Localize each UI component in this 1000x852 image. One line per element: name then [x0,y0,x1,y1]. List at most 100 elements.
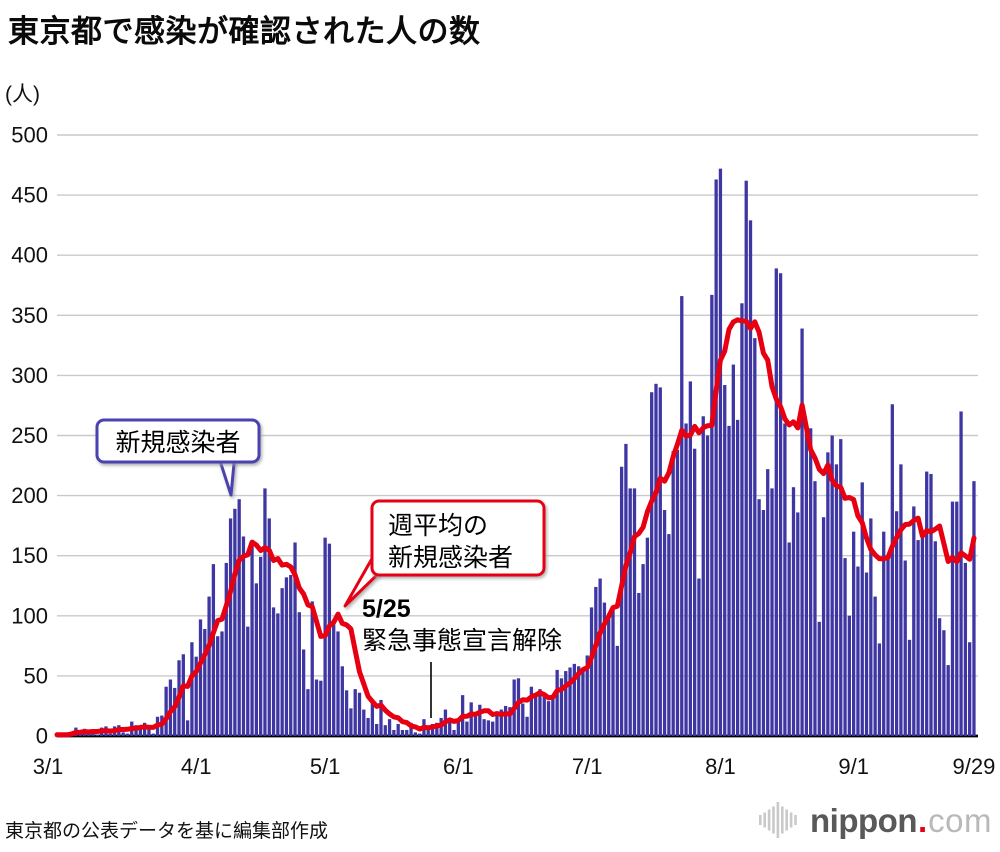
bar [362,709,366,736]
bar [482,719,486,736]
bar [478,704,482,736]
bar [332,624,336,736]
bar [289,574,293,736]
bar [826,452,830,736]
bar [671,451,675,736]
bar [555,669,559,736]
y-tick-label: 250 [11,423,48,448]
bar [508,707,512,736]
bar [216,636,220,736]
logo-text-bold: nippon [810,801,917,839]
bar [804,425,809,736]
bar [753,338,757,736]
bar [907,639,912,736]
bar [383,725,387,736]
bar [946,665,950,736]
bar [589,607,594,736]
y-tick-label: 200 [11,483,48,508]
bar [409,722,413,736]
bar [968,642,972,736]
weekly-bubble-label-line2: 新規感染者 [388,544,513,572]
bar [744,180,748,736]
bar [688,381,693,736]
bar [920,530,925,736]
bar [847,615,851,736]
bar [306,689,310,736]
bar [276,613,280,736]
bar [336,631,340,736]
bar [495,714,499,736]
bar [190,642,194,736]
bar [877,643,882,736]
bar [693,448,697,736]
bar [297,612,301,736]
bar [224,562,228,736]
bar [650,392,654,736]
bar [121,732,125,736]
bar [778,273,783,736]
page-title: 東京都で感染が確認された人の数 [8,14,481,49]
bar [843,558,847,736]
bar [529,686,534,736]
bar [418,733,422,736]
bar [246,626,250,736]
bar [718,168,723,736]
bar [645,537,650,736]
bar [710,294,714,736]
bar [366,717,370,736]
bar [723,385,727,736]
bar [392,729,396,736]
emergency-date: 5/25 [362,595,411,623]
bar [207,596,211,736]
bar [701,416,705,736]
bar [516,678,521,736]
daily-bubble-label: 新規感染者 [115,429,240,457]
bar [344,690,349,736]
bar [469,702,473,736]
bar [534,693,538,736]
bar [503,705,508,736]
bar [87,733,91,736]
weekly-average-path [54,317,977,738]
bar [263,488,267,736]
bar [852,531,856,736]
bar [942,630,946,736]
bar [95,734,100,736]
bar [594,586,598,736]
annotation-weekly-average: 週平均の 新規感染者 [343,499,546,608]
bar [198,619,203,736]
bar [426,726,430,736]
bar [899,464,903,736]
bar [108,733,112,736]
x-tick-label: 8/1 [705,754,736,779]
bar [667,534,671,736]
bar [873,596,877,736]
bar [280,588,284,736]
bar [254,583,259,736]
x-tick-label: 4/1 [181,754,212,779]
y-tick-label: 300 [11,363,48,388]
y-tick-label: 450 [11,183,48,208]
bar [211,564,216,736]
bar [456,720,460,736]
weekly-average-line [54,317,977,738]
bar [830,435,834,736]
bar [233,508,237,736]
bar [903,560,907,736]
bar [284,577,289,736]
bar [375,723,379,736]
bar [452,729,456,736]
bar [641,564,645,736]
bar [864,572,869,736]
bar [813,481,817,736]
bar [869,518,873,736]
y-tick-label: 0 [36,724,48,749]
bar [357,692,362,736]
bar [542,693,546,736]
bar [194,656,198,736]
bar [91,732,95,736]
bar [619,466,624,736]
annotation-emergency-lift: 5/25 緊急事態宣言解除 [362,595,562,718]
bar [937,618,942,736]
bar [607,613,611,736]
